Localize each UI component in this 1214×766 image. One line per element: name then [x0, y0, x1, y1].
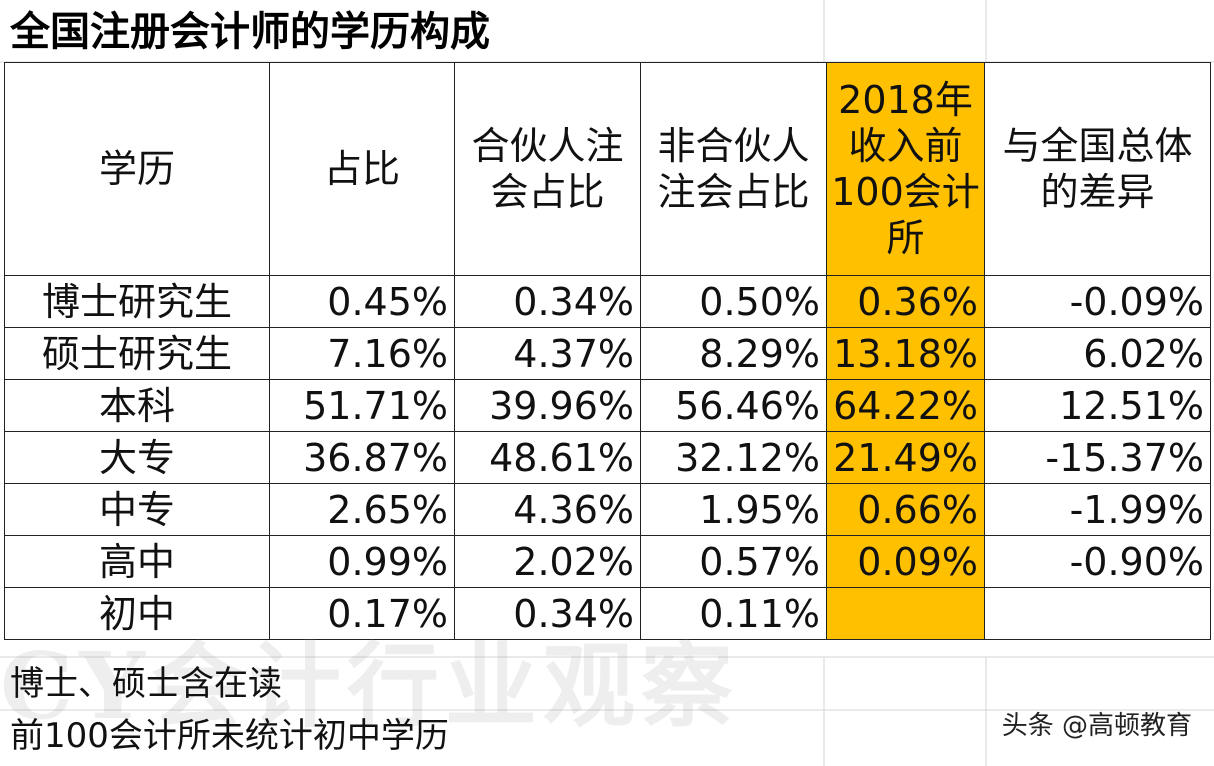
partner-share-cell[interactable]: 0.34% — [454, 587, 641, 640]
table-row: 大专 36.87% 48.61% 32.12% 21.49% -15.37% — [4, 431, 1211, 484]
header-nonpartner-share[interactable]: 非合伙人注会占比 — [640, 62, 827, 276]
difference-cell[interactable]: -1.99% — [984, 483, 1211, 536]
top100-share-cell[interactable]: 0.09% — [826, 535, 985, 588]
header-share[interactable]: 占比 — [269, 62, 455, 276]
share-cell[interactable]: 36.87% — [269, 431, 455, 484]
education-level-cell[interactable]: 本科 — [4, 379, 270, 432]
partner-share-cell[interactable]: 4.37% — [454, 327, 641, 380]
share-cell[interactable]: 0.99% — [269, 535, 455, 588]
footnote-in-study[interactable]: 博士、硕士含在读 — [10, 664, 282, 704]
nonpartner-share-cell[interactable]: 8.29% — [640, 327, 827, 380]
table-row: 本科 51.71% 39.96% 56.46% 64.22% 12.51% — [4, 379, 1211, 432]
share-cell[interactable]: 0.45% — [269, 275, 455, 328]
education-level-cell[interactable]: 初中 — [4, 587, 270, 640]
partner-share-cell[interactable]: 0.34% — [454, 275, 641, 328]
difference-cell[interactable]: 6.02% — [984, 327, 1211, 380]
header-difference[interactable]: 与全国总体的差异 — [984, 62, 1211, 276]
top100-share-cell[interactable]: 13.18% — [826, 327, 985, 380]
difference-cell[interactable] — [984, 587, 1211, 640]
share-cell[interactable]: 51.71% — [269, 379, 455, 432]
top100-share-cell[interactable]: 64.22% — [826, 379, 985, 432]
top100-share-cell[interactable]: 0.66% — [826, 483, 985, 536]
education-level-cell[interactable]: 硕士研究生 — [4, 327, 270, 380]
education-level-cell[interactable]: 大专 — [4, 431, 270, 484]
difference-cell[interactable]: -0.90% — [984, 535, 1211, 588]
share-cell[interactable]: 0.17% — [269, 587, 455, 640]
partner-share-cell[interactable]: 48.61% — [454, 431, 641, 484]
top100-share-cell[interactable] — [826, 587, 985, 640]
partner-share-cell[interactable]: 4.36% — [454, 483, 641, 536]
nonpartner-share-cell[interactable]: 56.46% — [640, 379, 827, 432]
education-level-cell[interactable]: 高中 — [4, 535, 270, 588]
nonpartner-share-cell[interactable]: 0.50% — [640, 275, 827, 328]
difference-cell[interactable]: -0.09% — [984, 275, 1211, 328]
partner-share-cell[interactable]: 39.96% — [454, 379, 641, 432]
share-cell[interactable]: 7.16% — [269, 327, 455, 380]
table-row: 博士研究生 0.45% 0.34% 0.50% 0.36% -0.09% — [4, 275, 1211, 328]
table-row: 硕士研究生 7.16% 4.37% 8.29% 13.18% 6.02% — [4, 327, 1211, 380]
sheet-title: 全国注册会计师的学历构成 — [10, 9, 490, 55]
difference-cell[interactable]: -15.37% — [984, 431, 1211, 484]
header-top100-firms[interactable]: 2018年收入前100会计所 — [826, 62, 985, 276]
nonpartner-share-cell[interactable]: 0.11% — [640, 587, 827, 640]
header-partner-share[interactable]: 合伙人注会占比 — [454, 62, 641, 276]
source-attribution: 头条 @高顿教育 — [1001, 711, 1192, 741]
difference-cell[interactable]: 12.51% — [984, 379, 1211, 432]
header-education[interactable]: 学历 — [4, 62, 270, 276]
table-row: 初中 0.17% 0.34% 0.11% — [4, 587, 1211, 640]
top100-share-cell[interactable]: 0.36% — [826, 275, 985, 328]
table-row: 中专 2.65% 4.36% 1.95% 0.66% -1.99% — [4, 483, 1211, 536]
nonpartner-share-cell[interactable]: 32.12% — [640, 431, 827, 484]
nonpartner-share-cell[interactable]: 0.57% — [640, 535, 827, 588]
partner-share-cell[interactable]: 2.02% — [454, 535, 641, 588]
nonpartner-share-cell[interactable]: 1.95% — [640, 483, 827, 536]
education-level-cell[interactable]: 中专 — [4, 483, 270, 536]
education-table: 学历 占比 合伙人注会占比 非合伙人注会占比 2018年收入前100会计所 与全… — [4, 62, 1211, 640]
footnote-top100-no-junior[interactable]: 前100会计所未统计初中学历 — [10, 716, 449, 756]
watermark: CY会计行业观察 — [0, 632, 739, 740]
education-level-cell[interactable]: 博士研究生 — [4, 275, 270, 328]
header-row: 学历 占比 合伙人注会占比 非合伙人注会占比 2018年收入前100会计所 与全… — [4, 62, 1211, 276]
top100-share-cell[interactable]: 21.49% — [826, 431, 985, 484]
table-row: 高中 0.99% 2.02% 0.57% 0.09% -0.90% — [4, 535, 1211, 588]
share-cell[interactable]: 2.65% — [269, 483, 455, 536]
